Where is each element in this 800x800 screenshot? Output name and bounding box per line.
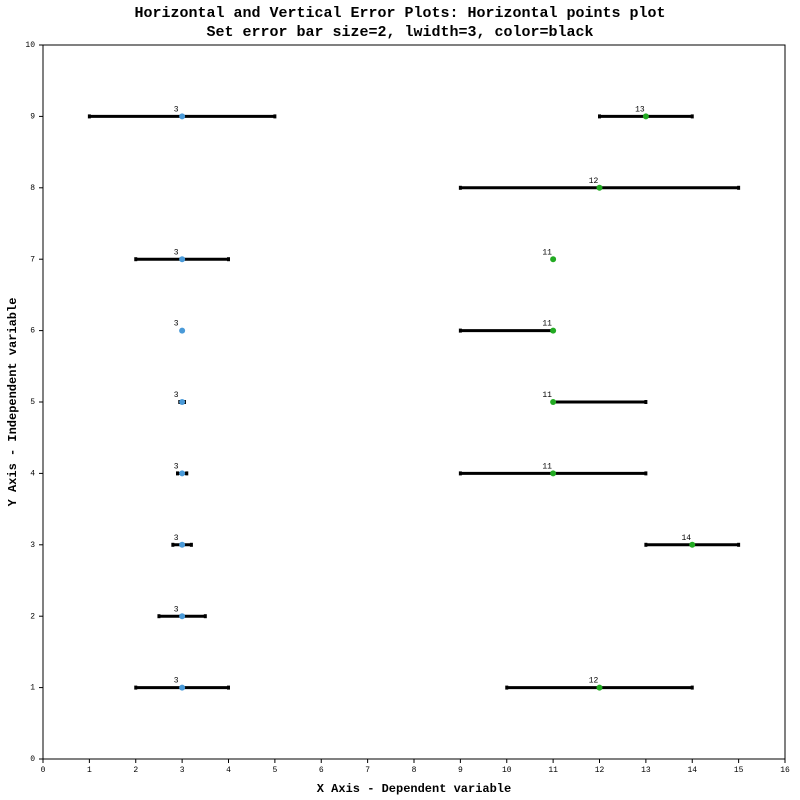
- point: [179, 327, 186, 334]
- point: [179, 256, 186, 263]
- data-label: 11: [542, 463, 552, 472]
- data-label: 11: [542, 391, 552, 400]
- point: [642, 113, 649, 120]
- point: [689, 541, 696, 548]
- x-tick-label: 3: [180, 766, 185, 775]
- point: [179, 541, 186, 548]
- point: [179, 470, 186, 477]
- y-tick-label: 10: [25, 41, 35, 50]
- y-tick-label: 2: [30, 612, 35, 621]
- x-tick-label: 1: [87, 766, 92, 775]
- x-tick-label: 7: [365, 766, 370, 775]
- chart-subtitle: Set error bar size=2, lwidth=3, color=bl…: [206, 24, 593, 41]
- chart-title: Horizontal and Vertical Error Plots: Hor…: [134, 5, 665, 22]
- point: [550, 256, 557, 263]
- x-tick-label: 9: [458, 766, 463, 775]
- x-tick-label: 12: [595, 766, 605, 775]
- data-label: 3: [174, 320, 179, 329]
- point: [179, 113, 186, 120]
- point: [596, 184, 603, 191]
- data-label: 3: [174, 391, 179, 400]
- y-tick-label: 9: [30, 113, 35, 122]
- x-tick-label: 6: [319, 766, 324, 775]
- data-label: 14: [681, 534, 691, 543]
- data-label: 3: [174, 534, 179, 543]
- data-label: 12: [589, 177, 599, 186]
- y-tick-label: 3: [30, 541, 35, 550]
- point: [596, 684, 603, 691]
- data-label: 11: [542, 248, 552, 257]
- x-tick-label: 0: [41, 766, 46, 775]
- point: [550, 470, 557, 477]
- y-tick-label: 5: [30, 398, 35, 407]
- data-label: 13: [635, 106, 645, 115]
- point: [179, 399, 186, 405]
- data-label: 11: [542, 320, 552, 329]
- y-tick-label: 8: [30, 184, 35, 193]
- x-tick-label: 4: [226, 766, 231, 775]
- x-tick-label: 14: [687, 766, 697, 775]
- data-label: 3: [174, 463, 179, 472]
- x-tick-label: 2: [133, 766, 138, 775]
- point: [550, 327, 557, 334]
- point: [179, 613, 186, 620]
- x-axis-label: X Axis - Dependent variable: [317, 782, 511, 796]
- x-tick-label: 5: [272, 766, 277, 775]
- x-tick-label: 16: [780, 766, 790, 775]
- y-tick-label: 6: [30, 327, 35, 336]
- data-label: 3: [174, 605, 179, 614]
- point: [550, 399, 557, 405]
- y-tick-label: 4: [30, 470, 35, 479]
- x-tick-label: 11: [548, 766, 558, 775]
- x-tick-label: 13: [641, 766, 651, 775]
- x-tick-label: 8: [412, 766, 417, 775]
- data-label: 12: [589, 677, 599, 686]
- y-tick-label: 7: [30, 255, 35, 264]
- data-label: 3: [174, 677, 179, 686]
- y-axis-label: Y Axis - Independent variable: [6, 298, 20, 507]
- x-tick-label: 15: [734, 766, 744, 775]
- data-label: 3: [174, 106, 179, 115]
- y-tick-label: 0: [30, 755, 35, 764]
- y-tick-label: 1: [30, 684, 35, 693]
- point: [179, 684, 186, 691]
- x-tick-label: 10: [502, 766, 512, 775]
- data-label: 3: [174, 248, 179, 257]
